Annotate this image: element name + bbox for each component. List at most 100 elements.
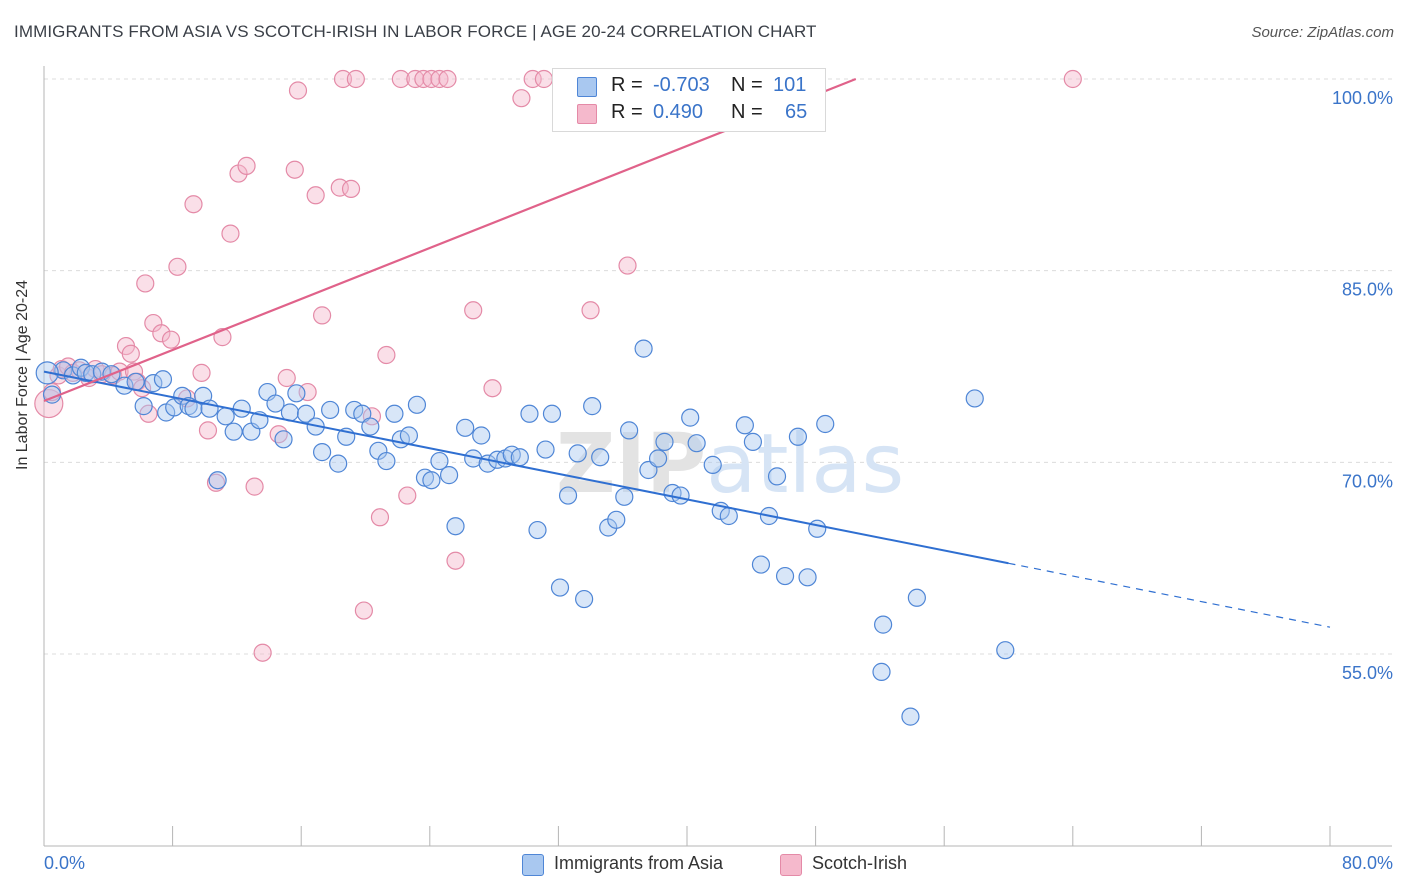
scotch-irish-point	[346, 69, 365, 89]
asia-point	[153, 370, 173, 389]
scotch-irish-trend-line	[43, 77, 857, 403]
asia-point	[575, 589, 594, 609]
asia-point	[719, 506, 738, 526]
y-tick-label: 85.0%	[1342, 280, 1393, 300]
asia-point	[872, 662, 891, 681]
asia-swatch	[577, 77, 597, 97]
scotch-irish-point	[398, 486, 417, 505]
y-tick-label: 55.0%	[1342, 663, 1393, 683]
source-credit: Source: ZipAtlas.com	[1251, 24, 1394, 41]
scotch-irish-point	[306, 186, 325, 205]
r-label: R =	[611, 74, 643, 96]
asia-point	[528, 520, 547, 540]
asia-point	[751, 555, 771, 574]
scotch-irish-point	[269, 425, 288, 444]
scotch-irish-point	[370, 508, 390, 527]
asia-point	[224, 422, 243, 441]
asia-point	[472, 426, 491, 445]
asia-point	[703, 455, 722, 474]
asia-point	[816, 414, 835, 434]
stats-legend: R = -0.703 N = 101 R = 0.490 N = 65	[552, 68, 826, 132]
asia-point	[965, 389, 984, 408]
chart-title: IMMIGRANTS FROM ASIA VS SCOTCH-IRISH IN …	[14, 22, 817, 41]
axes	[43, 66, 1392, 847]
asia-point	[361, 417, 380, 436]
asia-point	[671, 486, 690, 505]
scotch-irish-points	[34, 69, 1082, 662]
scotch-irish-swatch	[577, 104, 597, 124]
asia-point	[456, 418, 475, 437]
scotch-irish-point	[245, 477, 264, 496]
scotch-irish-point	[198, 421, 218, 440]
scotch-irish-point	[161, 330, 181, 349]
asia-trend-line	[43, 370, 1009, 565]
asia-trend-extension	[1008, 562, 1331, 628]
asia-point	[430, 451, 449, 471]
scotch-irish-point	[221, 224, 240, 243]
asia-point	[808, 519, 827, 538]
asia-point	[550, 578, 570, 597]
x-tick-label: 80.0%	[1342, 853, 1393, 873]
asia-point	[134, 397, 153, 416]
stats-row-asia: R = -0.703 N = 101	[553, 74, 825, 100]
scotch-irish-point	[237, 156, 256, 175]
asia-point	[76, 363, 95, 382]
asia-point	[329, 454, 348, 473]
scotch-irish-point	[192, 363, 211, 382]
scotch-irish-point	[446, 551, 465, 570]
asia-point	[385, 404, 404, 423]
scotch-irish-point	[377, 345, 396, 365]
asia-point	[907, 588, 926, 607]
scotch-irish-point	[184, 195, 203, 214]
n-value: 65	[785, 101, 808, 123]
asia-point	[681, 408, 700, 427]
asia-point	[296, 404, 316, 423]
asia-point	[542, 404, 562, 423]
watermark: ZIPatlas	[556, 417, 904, 512]
n-label: N =	[731, 101, 763, 123]
scotch-irish-point	[277, 368, 296, 388]
asia-point	[996, 641, 1015, 660]
scotch-irish-point	[121, 344, 140, 363]
asia-point	[266, 394, 285, 413]
asia-point	[901, 707, 920, 726]
series-legend: Immigrants from Asia Scotch-Irish	[0, 852, 1406, 878]
scotch-irish-point	[285, 160, 304, 179]
asia-points	[35, 339, 1015, 726]
asia-point	[377, 451, 396, 471]
scotch-irish-point	[618, 256, 637, 275]
scotch-irish-point	[288, 81, 308, 100]
asia-point	[687, 434, 706, 453]
scotch-irish-point	[168, 257, 187, 276]
asia-point	[735, 416, 754, 435]
scotch-irish-point	[253, 643, 272, 662]
y-tick-label: 100.0%	[1332, 88, 1393, 108]
asia-point	[743, 432, 763, 451]
scotch-irish-point	[341, 179, 361, 198]
stats-row-scotch-irish: R = 0.490 N = 65	[553, 101, 825, 127]
asia-point	[520, 404, 539, 423]
asia-point	[312, 443, 332, 462]
asia-point	[620, 421, 639, 440]
asia-point	[767, 467, 787, 486]
asia-point	[439, 466, 459, 485]
asia-point	[399, 426, 419, 445]
tick-labels: 55.0% 70.0% 85.0% 100.0% 0.0% 80.0%	[44, 88, 1393, 873]
asia-point	[607, 510, 626, 529]
scotch-irish-point	[464, 301, 483, 320]
asia-point	[71, 358, 91, 377]
asia-point	[788, 427, 808, 446]
asia-point	[775, 566, 795, 586]
asia-point	[353, 404, 372, 423]
asia-point	[274, 430, 293, 449]
asia-point	[536, 440, 555, 459]
asia-point	[144, 374, 163, 393]
asia-point	[591, 448, 610, 467]
asia-point	[407, 395, 427, 414]
asia-point	[510, 448, 529, 467]
asia-legend-swatch	[522, 854, 544, 876]
scotch-irish-point	[354, 601, 373, 620]
asia-point	[648, 449, 668, 468]
asia-point	[583, 397, 602, 416]
